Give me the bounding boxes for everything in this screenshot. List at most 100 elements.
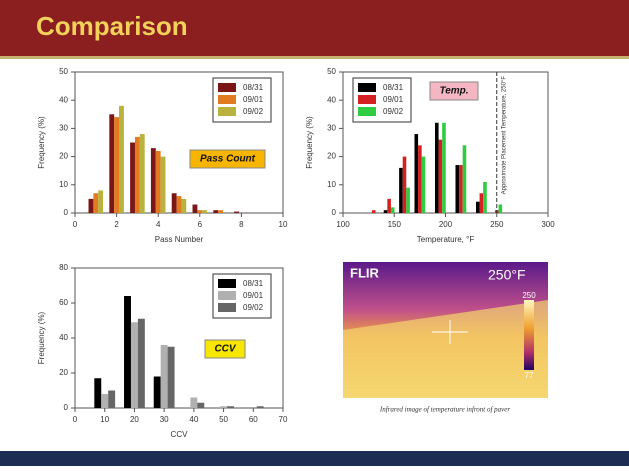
bar <box>197 402 205 408</box>
bar <box>137 318 145 408</box>
scale-min: 77 <box>525 371 534 380</box>
bar <box>390 207 395 213</box>
legend-label: 09/02 <box>383 107 404 116</box>
flir-logo: FLIR <box>350 265 379 280</box>
x-tick-label: 20 <box>130 415 139 424</box>
bar <box>160 345 168 408</box>
y-tick-label: 80 <box>59 263 68 272</box>
x-tick-label: 300 <box>541 220 555 229</box>
x-tick-label: 50 <box>219 415 228 424</box>
legend-label: 09/02 <box>243 107 264 116</box>
x-tick-label: 250 <box>490 220 504 229</box>
bar <box>139 134 145 213</box>
bar <box>190 397 198 408</box>
bar <box>434 122 439 213</box>
y-axis-label: Frequency (%) <box>305 116 314 169</box>
legend-swatch <box>218 107 236 116</box>
footer-bar <box>0 451 629 466</box>
bar <box>101 394 109 408</box>
bar <box>383 210 388 213</box>
bar <box>181 198 187 213</box>
thermal-scale <box>524 300 534 370</box>
x-axis-label: Pass Number <box>155 235 204 244</box>
bar <box>402 156 407 213</box>
bar <box>256 406 264 408</box>
bar <box>108 390 116 408</box>
y-tick-label: 20 <box>327 152 336 161</box>
x-tick-label: 200 <box>439 220 453 229</box>
x-tick-label: 40 <box>189 415 198 424</box>
x-tick-label: 4 <box>156 220 161 229</box>
bar <box>192 204 198 213</box>
bar <box>130 142 135 213</box>
y-tick-label: 20 <box>59 152 68 161</box>
bar <box>94 378 102 408</box>
image-caption: Infrared image of temperature infront of… <box>379 406 511 414</box>
bar <box>483 181 487 213</box>
bar <box>176 196 182 213</box>
x-axis-label: CCV <box>171 430 189 439</box>
thermal-reading: 250°F <box>488 267 526 283</box>
bar <box>88 198 94 213</box>
y-tick-label: 30 <box>59 124 68 133</box>
y-tick-label: 10 <box>59 180 68 189</box>
bar <box>479 193 484 213</box>
y-tick-label: 10 <box>327 180 336 189</box>
title-bar <box>0 0 629 56</box>
bar <box>213 210 219 213</box>
bar <box>414 134 419 213</box>
legend-swatch <box>358 83 376 92</box>
bar <box>119 105 124 213</box>
y-tick-label: 40 <box>59 95 68 104</box>
scale-max: 250 <box>522 291 536 300</box>
legend-swatch <box>218 83 236 92</box>
bar <box>114 117 120 213</box>
x-tick-label: 10 <box>100 415 109 424</box>
y-axis-label: Frequency (%) <box>37 116 46 169</box>
legend-label: 09/01 <box>243 291 264 300</box>
bar <box>93 193 99 213</box>
title-rule <box>0 56 629 59</box>
y-tick-label: 20 <box>59 368 68 377</box>
bar <box>171 193 177 213</box>
bar <box>160 156 166 213</box>
legend-label: 08/31 <box>243 83 264 92</box>
y-tick-label: 0 <box>64 208 69 217</box>
bar <box>134 136 140 213</box>
bar <box>418 145 422 213</box>
bar <box>153 376 161 408</box>
legend-label: 09/01 <box>243 95 264 104</box>
bar <box>202 210 208 213</box>
y-tick-label: 0 <box>332 208 337 217</box>
bar <box>438 139 443 213</box>
legend-swatch <box>218 279 236 288</box>
bar <box>197 210 203 213</box>
slide-title: Comparison <box>36 11 188 41</box>
thermal-image: FLIR 250°F 250 77 Infrared image of temp… <box>343 262 548 414</box>
reference-label: Approximate Placement Temperature, 250°F <box>501 76 507 195</box>
legend-swatch <box>358 95 376 104</box>
annotation: Temp. <box>439 86 468 97</box>
annotation-box <box>189 149 266 169</box>
bar <box>124 296 131 408</box>
y-tick-label: 40 <box>327 95 336 104</box>
bar <box>406 187 410 213</box>
legend-swatch <box>218 95 236 104</box>
x-tick-label: 30 <box>160 415 169 424</box>
x-tick-label: 150 <box>388 220 402 229</box>
x-tick-label: 2 <box>114 220 119 229</box>
x-tick-label: 0 <box>73 220 78 229</box>
bar <box>155 150 161 213</box>
annotation: CCV <box>214 344 236 355</box>
bar <box>421 156 426 213</box>
bar <box>459 165 463 213</box>
y-tick-label: 50 <box>327 67 336 76</box>
bar <box>109 114 115 213</box>
y-tick-label: 0 <box>64 403 69 412</box>
x-axis-label: Temperature, °F <box>417 235 475 244</box>
bar <box>455 165 460 213</box>
x-tick-label: 6 <box>198 220 203 229</box>
bar <box>498 204 503 213</box>
legend-label: 09/01 <box>383 95 404 104</box>
